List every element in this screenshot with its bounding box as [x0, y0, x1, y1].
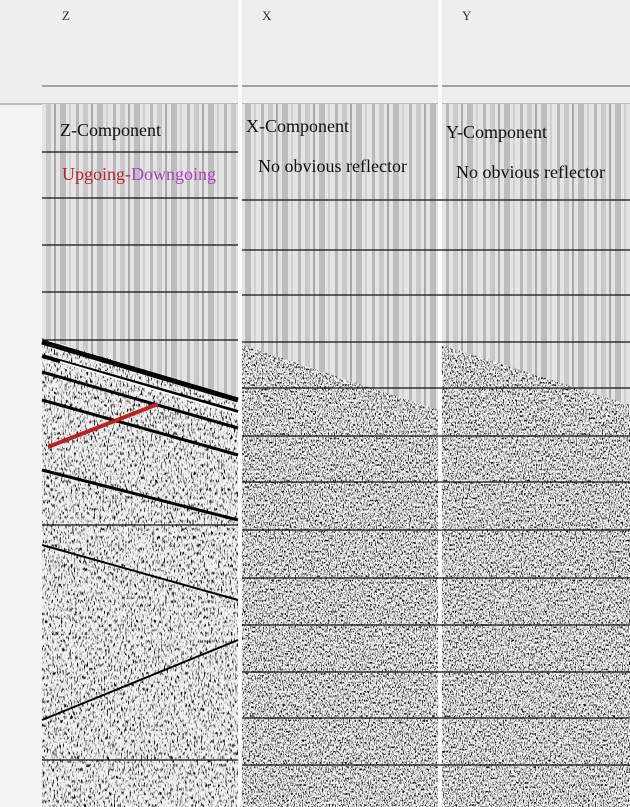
- downgoing-label: Downgoing: [131, 164, 216, 184]
- seismic-display: Z X Y Z-Component X-Component Y-Componen…: [0, 0, 630, 807]
- panel-divider: [438, 0, 442, 807]
- panel-header: Y: [462, 8, 472, 23]
- panel-header: Z: [62, 8, 70, 23]
- panel-title: Y-Component: [446, 122, 547, 142]
- x-seismic: [242, 330, 438, 807]
- upgoing-label: Upgoing-: [62, 164, 131, 184]
- header-bar: [0, 0, 630, 104]
- panel-divider: [238, 0, 242, 807]
- panel-header: X: [262, 8, 272, 23]
- y-seismic: [442, 330, 630, 807]
- panel-note: No obvious reflector: [456, 162, 605, 182]
- panel-note: No obvious reflector: [258, 156, 407, 176]
- wave-note: Upgoing-Downgoing: [62, 164, 216, 184]
- panel-title: X-Component: [246, 116, 349, 136]
- page: Z X Y Z-Component X-Component Y-Componen…: [0, 0, 630, 807]
- time-axis: [0, 104, 42, 807]
- panel-title: Z-Component: [60, 120, 161, 140]
